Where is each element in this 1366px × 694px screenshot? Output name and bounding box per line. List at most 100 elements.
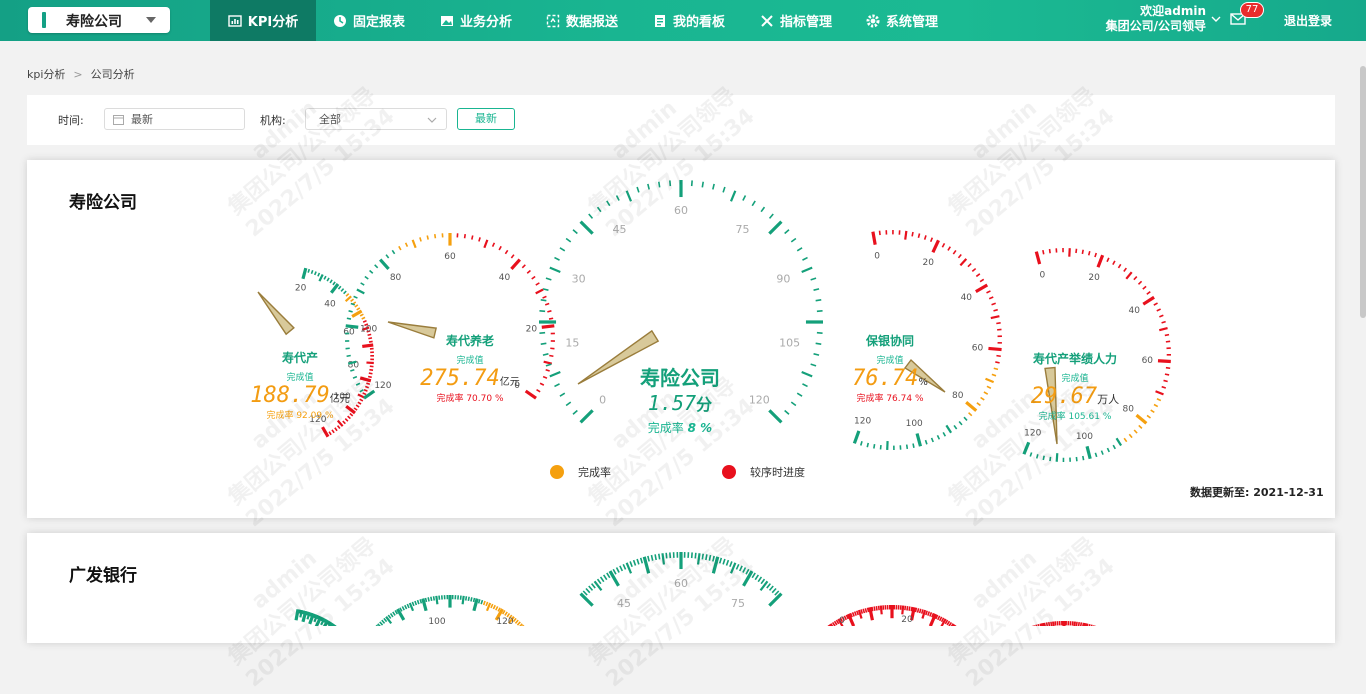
gauge-tick <box>698 553 699 564</box>
gauge2-dial-1 <box>296 609 341 626</box>
gauge-tick <box>641 558 643 563</box>
gauge-tick <box>601 577 604 582</box>
gauge-tick <box>428 597 429 601</box>
gauge-tick <box>463 596 464 604</box>
gauge-tick-label: 120 <box>496 617 513 626</box>
gauge-tick <box>1053 622 1054 626</box>
gauge-tick <box>918 608 919 612</box>
gauge-tick <box>515 620 518 623</box>
gauge-tick <box>833 622 835 626</box>
gauge-tick <box>926 611 927 615</box>
gauge-tick <box>468 597 469 601</box>
gauge-tick <box>481 600 482 604</box>
gauge-tick <box>391 613 393 616</box>
gauge-tick <box>746 569 749 574</box>
gauge-tick <box>466 596 467 600</box>
gauge-tick <box>947 621 949 625</box>
gauge-tick <box>634 560 636 565</box>
gauge-tick <box>418 600 419 604</box>
gauge-tick <box>720 558 722 563</box>
gauge-tick <box>695 553 696 559</box>
gauge-tick <box>938 616 940 620</box>
gauge-tick <box>731 563 735 573</box>
gauge-tick <box>586 588 590 592</box>
gauge-tick <box>479 599 480 603</box>
gauge-tick-label: 60 <box>674 577 688 590</box>
gauge-tick <box>868 608 869 612</box>
gauge-tick <box>881 606 882 615</box>
gauge-tick <box>857 611 858 615</box>
gauge-tick <box>610 571 619 586</box>
gauge-tick <box>425 598 426 602</box>
gauge-tick <box>874 606 875 610</box>
gauge-tick <box>513 618 516 621</box>
gauge-tick <box>1077 622 1078 626</box>
gauge-tick <box>517 622 520 625</box>
gauge-tick-label: 0 <box>839 616 845 626</box>
gauge-tick-label: 75 <box>731 597 745 610</box>
gauge-tick <box>905 606 906 610</box>
gauge-tick <box>659 554 660 560</box>
gauge-tick <box>592 584 596 588</box>
gauge-tick <box>909 606 910 610</box>
gauge2-dial-4 <box>829 605 955 626</box>
gauge-tick <box>388 615 390 618</box>
page-scrollbar[interactable] <box>1360 66 1366 318</box>
gauge-tick <box>420 599 421 603</box>
gauge-tick <box>907 606 908 610</box>
gauge-tick <box>902 606 903 615</box>
gauge-tick <box>405 605 407 609</box>
gauge2-dial-5 <box>1003 621 1126 626</box>
gauge-tick <box>583 591 587 595</box>
gauge-tick <box>620 566 622 571</box>
gauge-tick <box>662 553 663 564</box>
gauge-tick <box>1074 622 1075 626</box>
gauge-tick <box>627 563 631 573</box>
gauge-tick <box>637 559 639 564</box>
gauge-tick <box>382 620 385 623</box>
gauge-tick <box>493 605 495 609</box>
gauge-tick <box>752 573 755 578</box>
gauge-tick <box>623 564 625 569</box>
gauge-tick <box>855 612 856 616</box>
gauge-tick <box>861 609 862 613</box>
gauge-tick-label: 45 <box>617 597 631 610</box>
gauge-tick <box>730 561 732 566</box>
gauge-tick <box>949 622 951 626</box>
gauge-tick <box>1081 622 1082 626</box>
gauge-tick <box>835 621 837 625</box>
gauge-tick <box>666 553 667 559</box>
gauge-tick <box>727 560 729 565</box>
gauge-tick <box>713 556 714 562</box>
gauge-tick <box>431 597 432 601</box>
gauge-tick <box>743 567 746 572</box>
gauge-tick <box>617 567 620 572</box>
gauge-tick <box>474 598 475 602</box>
gauge-tick-label: 20 <box>901 615 913 625</box>
gauge-tick <box>436 596 437 604</box>
gauge-tick <box>922 609 923 613</box>
gauge-tick <box>1049 622 1050 626</box>
gauge-tick <box>865 608 866 612</box>
gauge-tick <box>589 586 593 590</box>
gauge-tick <box>491 604 493 608</box>
gauge-tick <box>706 554 707 560</box>
gauge-tick <box>630 561 632 566</box>
gauge-tick <box>723 559 725 564</box>
gauge-tick <box>761 579 764 584</box>
gauge-tick <box>772 588 776 592</box>
gauge-tick <box>393 612 395 616</box>
gauge-tick <box>651 555 652 561</box>
gauge-tick <box>702 554 703 560</box>
gauge-tick <box>767 584 771 588</box>
gauge-tick <box>775 591 779 595</box>
gauge-tick <box>920 609 921 613</box>
gauge-tick <box>604 575 607 580</box>
gauge-tick <box>402 606 404 610</box>
gauge-tick <box>648 556 649 562</box>
gauge-tick <box>412 602 414 606</box>
gauge-tick <box>655 554 656 560</box>
gauge-tick <box>740 566 742 571</box>
gauge-tick <box>613 569 616 574</box>
